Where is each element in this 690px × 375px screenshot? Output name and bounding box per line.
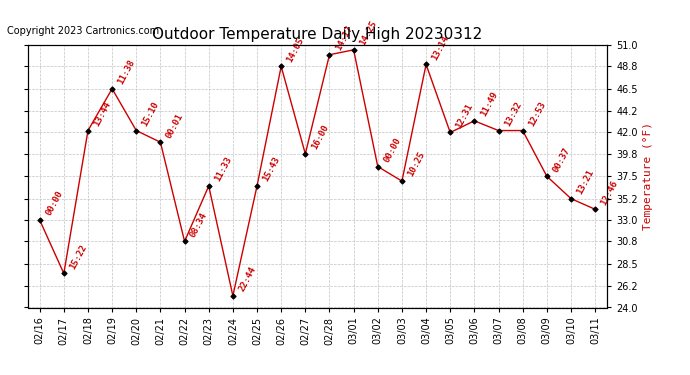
Text: 11:49: 11:49 — [479, 90, 499, 118]
Point — [83, 128, 94, 134]
Text: 15:10: 15:10 — [141, 100, 161, 128]
Point — [251, 183, 262, 189]
Text: 08:34: 08:34 — [189, 211, 209, 238]
Text: 15:22: 15:22 — [68, 243, 88, 271]
Text: 11:38: 11:38 — [117, 58, 137, 86]
Point — [348, 47, 359, 53]
Text: 14:05: 14:05 — [286, 36, 306, 64]
Point — [373, 164, 384, 170]
Point — [541, 173, 552, 179]
Point — [276, 63, 287, 69]
Point — [155, 139, 166, 145]
Text: 14:17: 14:17 — [334, 24, 354, 52]
Point — [299, 151, 310, 157]
Text: 16:00: 16:00 — [310, 123, 330, 151]
Text: 22:44: 22:44 — [237, 265, 257, 293]
Point — [444, 129, 455, 135]
Point — [106, 86, 117, 92]
Point — [130, 128, 142, 134]
Text: 13:44: 13:44 — [92, 100, 112, 128]
Text: 12:53: 12:53 — [527, 100, 547, 128]
Text: 13:14: 13:14 — [431, 34, 451, 62]
Text: Copyright 2023 Cartronics.com: Copyright 2023 Cartronics.com — [7, 26, 159, 36]
Text: 14:25: 14:25 — [358, 19, 378, 47]
Point — [228, 293, 239, 299]
Point — [58, 270, 69, 276]
Text: 11:33: 11:33 — [213, 155, 233, 183]
Point — [396, 178, 407, 184]
Title: Outdoor Temperature Daily High 20230312: Outdoor Temperature Daily High 20230312 — [152, 27, 482, 42]
Text: 10:25: 10:25 — [406, 150, 426, 178]
Point — [203, 183, 214, 189]
Y-axis label: Temperature (°F): Temperature (°F) — [643, 122, 653, 230]
Point — [34, 217, 46, 223]
Text: 12:46: 12:46 — [600, 178, 620, 207]
Point — [420, 62, 432, 68]
Text: 00:00: 00:00 — [382, 136, 402, 164]
Text: 13:21: 13:21 — [575, 168, 595, 196]
Point — [179, 238, 190, 244]
Point — [589, 206, 600, 212]
Point — [324, 52, 335, 58]
Text: 00:00: 00:00 — [44, 189, 64, 217]
Text: 15:43: 15:43 — [262, 155, 282, 183]
Text: 12:31: 12:31 — [455, 102, 475, 130]
Point — [565, 196, 576, 202]
Point — [493, 128, 504, 134]
Text: 00:01: 00:01 — [165, 111, 185, 140]
Text: 13:32: 13:32 — [503, 100, 523, 128]
Text: 00:37: 00:37 — [551, 146, 571, 174]
Point — [469, 118, 480, 124]
Point — [518, 128, 529, 134]
